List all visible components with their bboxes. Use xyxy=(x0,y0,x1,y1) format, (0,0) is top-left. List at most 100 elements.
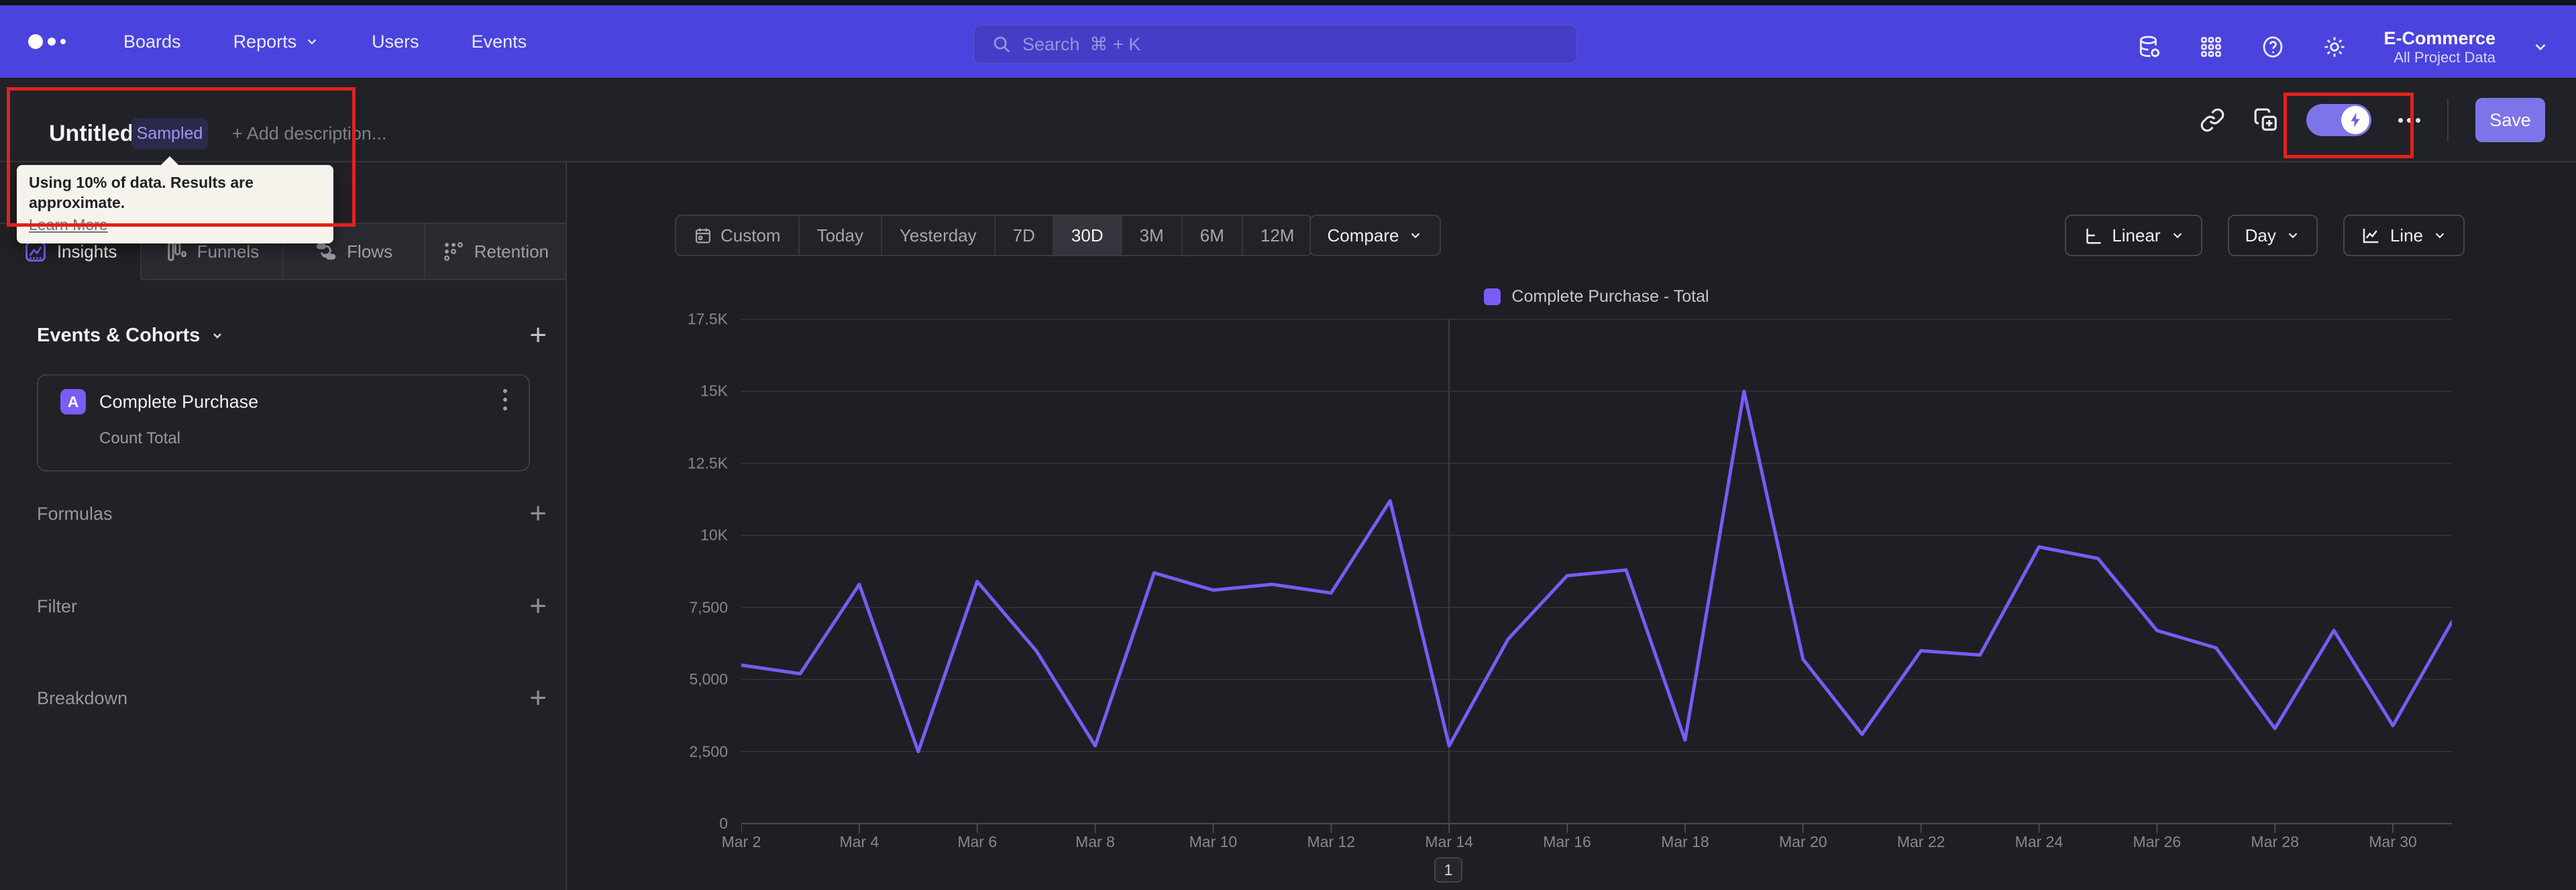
tab-label: Funnels xyxy=(197,241,260,262)
more-options-button[interactable] xyxy=(2398,117,2420,123)
query-builder-panel xyxy=(0,162,566,890)
top-navigation-bar: Boards Reports Users Events E-Commerce All … xyxy=(0,5,2576,78)
chevron-down-icon xyxy=(307,39,317,45)
x-axis-label: Mar 2 xyxy=(721,833,761,850)
x-axis-label: Mar 16 xyxy=(1543,833,1591,850)
data-definitions-icon[interactable] xyxy=(2137,34,2162,60)
add-breakdown-button[interactable]: + xyxy=(529,681,547,714)
retention-icon xyxy=(442,240,465,263)
line-chart[interactable] xyxy=(741,282,2452,833)
nav-item-label: Reports xyxy=(233,31,297,52)
nav-item-events[interactable]: Events xyxy=(472,32,527,52)
range-3m[interactable]: 3M xyxy=(1122,216,1183,255)
y-axis-label: 2,500 xyxy=(689,742,728,761)
day-selector[interactable]: Day xyxy=(2227,215,2318,256)
duplicate-icon[interactable] xyxy=(2253,107,2279,133)
help-icon[interactable] xyxy=(2260,34,2286,60)
line-selector[interactable]: Line xyxy=(2343,215,2465,256)
event-card[interactable]: A Complete Purchase Count Total xyxy=(37,374,530,471)
x-axis-label: Mar 20 xyxy=(1778,833,1827,850)
settings-gear-icon[interactable] xyxy=(2322,34,2347,60)
chevron-down-icon xyxy=(213,333,222,339)
series-line-complete-purchase[interactable] xyxy=(741,389,2452,754)
chart-legend[interactable]: Complete Purchase - Total xyxy=(741,284,2452,309)
tab-retention[interactable]: Retention xyxy=(425,224,566,279)
copy-link-icon[interactable] xyxy=(2199,107,2226,133)
x-axis-label: Mar 22 xyxy=(1896,833,1945,850)
funnels-icon xyxy=(165,240,188,263)
compare-button[interactable]: Compare xyxy=(1309,215,1441,256)
range-7d[interactable]: 7D xyxy=(996,216,1054,255)
chevron-down-icon[interactable] xyxy=(2532,38,2549,56)
search-input[interactable] xyxy=(1022,34,1532,55)
divider xyxy=(2447,99,2449,142)
line-chart-icon xyxy=(2361,225,2381,245)
save-button[interactable]: Save xyxy=(2475,98,2545,142)
project-selector[interactable]: E-Commerce All Project Data xyxy=(2383,27,2496,67)
range-label: 6M xyxy=(1199,225,1224,245)
add-description-button[interactable]: + Add description... xyxy=(232,123,387,144)
events-cohorts-label[interactable]: Events & Cohorts xyxy=(37,325,225,347)
chevron-down-icon xyxy=(2173,233,2182,239)
x-axis-label: Mar 28 xyxy=(2251,833,2299,850)
y-axis-label: 17.5K xyxy=(687,310,728,328)
selector-label: Linear xyxy=(2112,225,2161,245)
x-axis-label: Mar 12 xyxy=(1307,833,1356,850)
panel-divider xyxy=(566,162,567,890)
tab-funnels[interactable]: Funnels xyxy=(142,224,284,279)
nav-menu: Boards Reports Users Events xyxy=(123,32,527,52)
add-filter-button[interactable]: + xyxy=(529,590,547,622)
range-12m[interactable]: 12M xyxy=(1243,216,1312,255)
sampling-toggle[interactable] xyxy=(2306,104,2371,136)
compare-label: Compare xyxy=(1327,225,1399,245)
annotation-box-toggle xyxy=(2284,93,2414,158)
y-axis-label: 0 xyxy=(719,814,728,832)
legend-label: Complete Purchase - Total xyxy=(1511,286,1709,306)
nav-item-users[interactable]: Users xyxy=(372,32,419,52)
x-axis-label: Mar 4 xyxy=(839,833,879,850)
event-metric[interactable]: Count Total xyxy=(99,429,180,447)
range-6m[interactable]: 6M xyxy=(1183,216,1243,255)
range-30d[interactable]: 30D xyxy=(1053,216,1122,255)
lightning-bolt-icon xyxy=(2341,106,2369,134)
tab-flows[interactable]: Flows xyxy=(284,224,425,279)
search-icon xyxy=(994,36,1010,53)
tab-label: Insights xyxy=(56,241,117,262)
range-label: Yesterday xyxy=(899,225,977,245)
report-title-bar xyxy=(0,78,2576,162)
nav-item-label: Boards xyxy=(123,31,181,52)
chart-canvas[interactable] xyxy=(741,282,2452,836)
nav-item-boards[interactable]: Boards xyxy=(123,32,181,52)
range-today[interactable]: Today xyxy=(800,216,882,255)
pagination-page-1[interactable]: 1 xyxy=(1434,857,1462,883)
x-axis-label: Mar 10 xyxy=(1189,833,1238,850)
linear-selector[interactable]: Linear xyxy=(2065,215,2202,256)
nav-item-reports[interactable]: Reports xyxy=(233,32,320,52)
nav-item-label: Events xyxy=(471,31,527,52)
global-search[interactable] xyxy=(973,25,1577,64)
section-filter: Filter + xyxy=(37,586,547,626)
kebab-menu-icon[interactable] xyxy=(503,389,507,410)
report-title[interactable]: Untitled xyxy=(49,121,134,146)
y-axis-label: 5,000 xyxy=(689,670,728,688)
y-axis-label: 12.5K xyxy=(687,454,728,472)
range-label: 30D xyxy=(1071,225,1104,245)
x-axis-label: Mar 24 xyxy=(2015,833,2063,850)
section-label: Formulas xyxy=(37,503,113,524)
y-axis-label: 10K xyxy=(700,526,728,544)
window-top-strip xyxy=(0,0,2576,5)
nav-right-cluster: E-Commerce All Project Data xyxy=(2137,11,2549,83)
range-custom[interactable]: Custom xyxy=(676,216,800,255)
range-yesterday[interactable]: Yesterday xyxy=(882,216,996,255)
chevron-down-icon xyxy=(1411,233,1420,239)
sampled-badge[interactable]: Sampled xyxy=(131,118,208,150)
section-label: Filter xyxy=(37,596,77,616)
add-formulas-button[interactable]: + xyxy=(529,497,547,530)
apps-grid-icon[interactable] xyxy=(2198,34,2224,60)
axis-scale-icon xyxy=(2082,225,2102,245)
mixpanel-logo-icon[interactable] xyxy=(28,34,75,49)
event-name[interactable]: Complete Purchase xyxy=(99,392,259,412)
tab-label: Retention xyxy=(474,241,549,262)
add-event-button[interactable]: + xyxy=(529,319,547,351)
selector-label: Line xyxy=(2390,225,2423,245)
